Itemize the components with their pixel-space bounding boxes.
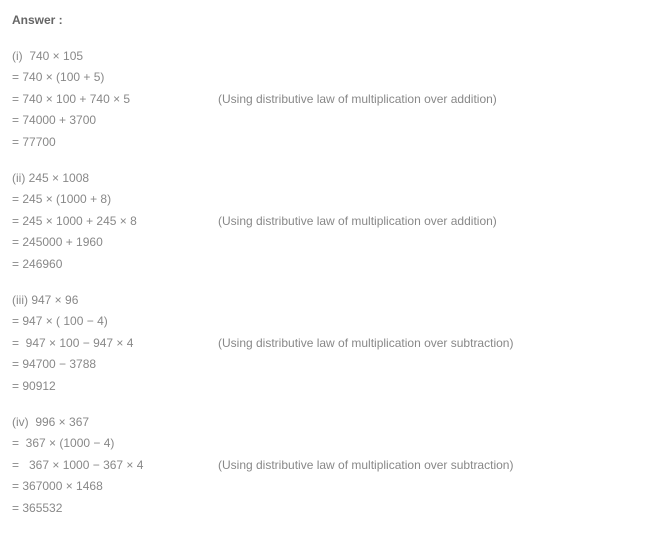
p3-line2: = 947 × ( 100 − 4) xyxy=(12,311,640,333)
p2-line4: = 245000 + 1960 xyxy=(12,232,640,254)
p2-line1: (ii) 245 × 1008 xyxy=(12,168,640,190)
p2-line3-left: = 245 × 1000 + 245 × 8 xyxy=(12,211,218,233)
p1-line5: = 77700 xyxy=(12,132,640,154)
p4-line5: = 365532 xyxy=(12,498,640,520)
p4-line1: (iv) 996 × 367 xyxy=(12,412,640,434)
p3-line5: = 90912 xyxy=(12,376,640,398)
problem-2: (ii) 245 × 1008 = 245 × (1000 + 8) = 245… xyxy=(12,168,640,276)
p2-line2: = 245 × (1000 + 8) xyxy=(12,189,640,211)
p1-line3: = 740 × 100 + 740 × 5(Using distributive… xyxy=(12,89,640,111)
p3-line3: = 947 × 100 − 947 × 4(Using distributive… xyxy=(12,333,640,355)
p4-line3-explain: (Using distributive law of multiplicatio… xyxy=(218,455,513,477)
p1-line3-left: = 740 × 100 + 740 × 5 xyxy=(12,89,218,111)
p4-line2: = 367 × (1000 − 4) xyxy=(12,433,640,455)
p4-line3: = 367 × 1000 − 367 × 4(Using distributiv… xyxy=(12,455,640,477)
p1-line4: = 74000 + 3700 xyxy=(12,110,640,132)
p3-line3-explain: (Using distributive law of multiplicatio… xyxy=(218,333,513,355)
p2-line5: = 246960 xyxy=(12,254,640,276)
answer-label: Answer : xyxy=(12,10,640,32)
p1-line1: (i) 740 × 105 xyxy=(12,46,640,68)
p3-line4: = 94700 − 3788 xyxy=(12,354,640,376)
p2-line3-explain: (Using distributive law of multiplicatio… xyxy=(218,211,497,233)
p1-line3-explain: (Using distributive law of multiplicatio… xyxy=(218,89,497,111)
p3-line3-left: = 947 × 100 − 947 × 4 xyxy=(12,333,218,355)
problem-3: (iii) 947 × 96 = 947 × ( 100 − 4) = 947 … xyxy=(12,290,640,398)
problem-4: (iv) 996 × 367 = 367 × (1000 − 4) = 367 … xyxy=(12,412,640,520)
p1-line2: = 740 × (100 + 5) xyxy=(12,67,640,89)
problem-1: (i) 740 × 105 = 740 × (100 + 5) = 740 × … xyxy=(12,46,640,154)
p4-line4: = 367000 × 1468 xyxy=(12,476,640,498)
p3-line1: (iii) 947 × 96 xyxy=(12,290,640,312)
p2-line3: = 245 × 1000 + 245 × 8(Using distributiv… xyxy=(12,211,640,233)
p4-line3-left: = 367 × 1000 − 367 × 4 xyxy=(12,455,218,477)
